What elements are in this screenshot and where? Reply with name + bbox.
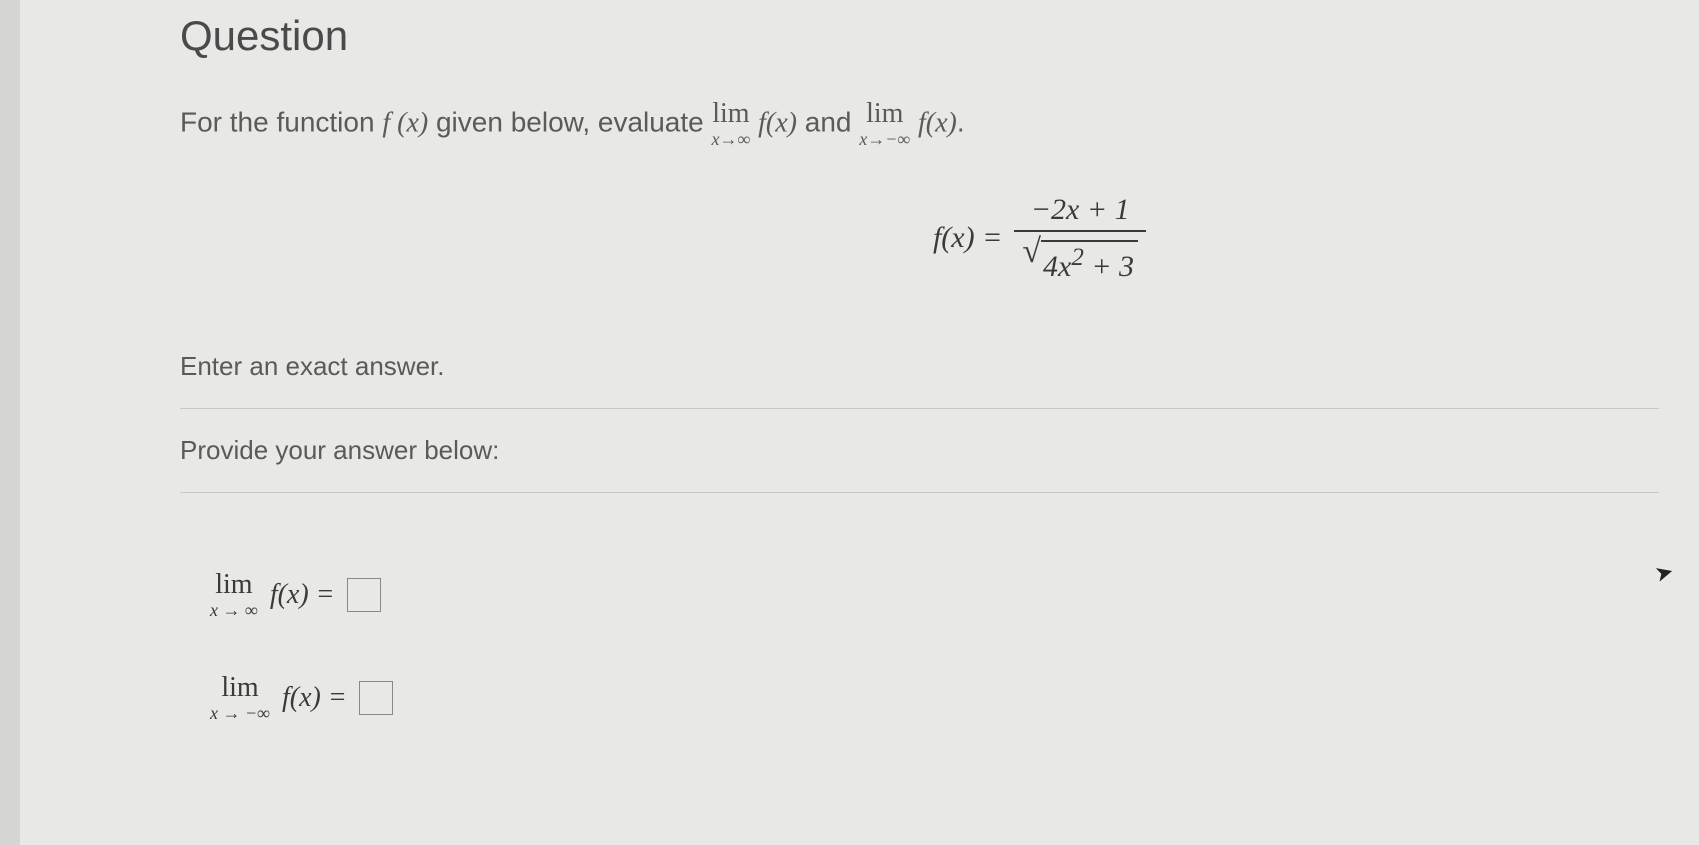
prompt-end: .	[957, 106, 965, 137]
formula-fraction: −2x + 1 √ 4x2 + 3	[1014, 193, 1146, 283]
question-content: Question For the function f (x) given be…	[180, 0, 1659, 845]
radicand-tail: + 3	[1084, 250, 1134, 283]
prompt-fx: f (x)	[382, 107, 428, 138]
divider-2	[180, 492, 1659, 493]
answer2-lim-top: lim	[221, 672, 258, 703]
answer2-limit: lim x → −∞	[210, 674, 270, 722]
limit1-bot: x→∞	[712, 130, 751, 148]
answer2-lim-bot: x → −∞	[210, 704, 270, 722]
prompt-mid: given below, evaluate	[428, 106, 711, 137]
limit2-top: lim	[866, 98, 903, 129]
formula-denominator: √ 4x2 + 3	[1014, 230, 1146, 283]
page-left-edge	[0, 0, 20, 845]
answer1-lim-top: lim	[215, 569, 252, 600]
instruction-exact: Enter an exact answer.	[180, 333, 1659, 400]
radicand: 4x2 + 3	[1041, 240, 1138, 283]
prompt-and: and	[797, 106, 859, 137]
prompt-limit-2: limx→−∞	[859, 100, 910, 148]
function-definition: f(x) = −2x + 1 √ 4x2 + 3	[180, 193, 1659, 283]
divider-1	[180, 408, 1659, 409]
answer-line-2: lim x → −∞ f(x) =	[210, 674, 1659, 722]
limit2-fn: f(x)	[918, 107, 957, 138]
radicand-exp: 2	[1071, 244, 1084, 271]
answer1-input[interactable]	[347, 578, 381, 612]
question-heading: Question	[180, 12, 1659, 60]
prompt-pre: For the function	[180, 106, 382, 137]
answer-area: lim x → ∞ f(x) = lim x → −∞ f(x) =	[180, 501, 1659, 722]
radical-icon: √	[1022, 238, 1041, 267]
answer1-lim-bot: x → ∞	[210, 601, 258, 619]
answer1-limit: lim x → ∞	[210, 571, 258, 619]
formula-numerator: −2x + 1	[1014, 193, 1146, 230]
question-prompt: For the function f (x) given below, eval…	[180, 100, 1659, 148]
radicand-base: 4x	[1043, 250, 1071, 283]
limit1-top: lim	[712, 98, 749, 129]
answer1-fn: f(x) =	[270, 579, 335, 611]
formula-lhs: f(x) =	[933, 221, 1002, 255]
answer2-input[interactable]	[359, 681, 393, 715]
limit1-fn: f(x)	[758, 107, 797, 138]
sqrt-expression: √ 4x2 + 3	[1022, 240, 1138, 283]
answer-line-1: lim x → ∞ f(x) =	[210, 571, 1659, 619]
prompt-limit-1: limx→∞	[712, 100, 751, 148]
instruction-provide: Provide your answer below:	[180, 417, 1659, 484]
answer2-fn: f(x) =	[282, 682, 347, 714]
limit2-bot: x→−∞	[859, 130, 910, 148]
